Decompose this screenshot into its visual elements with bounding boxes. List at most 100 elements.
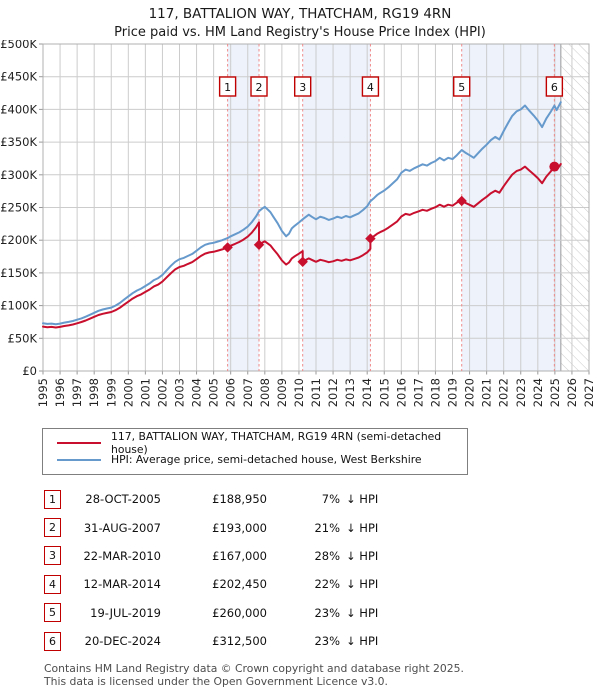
property-line-swatch bbox=[57, 441, 101, 444]
x-tick-label: 2011 bbox=[309, 378, 323, 407]
transaction-hpi-percent: 22% bbox=[314, 577, 340, 592]
transaction-number-badge: 6 bbox=[44, 631, 61, 651]
transaction-hpi-direction: ↓ HPI bbox=[346, 492, 379, 507]
y-tick-label: £300K bbox=[0, 168, 37, 182]
sale-flag-box-3 bbox=[293, 76, 312, 97]
legend-entry-hpi: HPI: Average price, semi-detached house,… bbox=[51, 451, 459, 468]
x-tick-label: 2000 bbox=[121, 378, 135, 407]
x-tick-label: 2023 bbox=[514, 378, 528, 407]
x-tick-label: 2019 bbox=[446, 378, 460, 407]
sale-point-2 bbox=[253, 239, 265, 250]
sale-flag-box-5 bbox=[453, 76, 471, 97]
transaction-row-4: 4 12-MAR-2014 £202,450 22% ↓ HPI bbox=[44, 570, 600, 598]
transaction-hpi-percent: 7% bbox=[321, 492, 340, 507]
x-tick-label: 2002 bbox=[155, 378, 169, 407]
sale-flag-number-1: 1 bbox=[224, 81, 231, 94]
x-tick-label: 2018 bbox=[428, 378, 442, 407]
transaction-date: 12-MAR-2014 bbox=[83, 577, 161, 592]
y-tick-label: £450K bbox=[0, 70, 37, 84]
y-tick-label: £0 bbox=[22, 364, 37, 378]
x-tick-label: 1996 bbox=[53, 378, 67, 407]
transaction-hpi-direction: ↓ HPI bbox=[346, 605, 379, 620]
license-line-2: This data is licensed under the Open Gov… bbox=[44, 675, 388, 689]
transaction-hpi-direction: ↓ HPI bbox=[346, 548, 379, 563]
transaction-hpi-percent: 23% bbox=[314, 605, 340, 620]
sale-flag-box-2 bbox=[250, 76, 268, 97]
transaction-date: 22-MAR-2010 bbox=[83, 548, 161, 563]
sale-point-6 bbox=[549, 161, 560, 172]
transaction-date: 28-OCT-2005 bbox=[85, 492, 161, 507]
x-tick-label: 2009 bbox=[275, 378, 289, 407]
x-tick-label: 2016 bbox=[394, 378, 408, 407]
price-history-chart: 1995 1996 1997 1998 1999 2000 2001 2002 2003 2004… bbox=[0, 40, 600, 422]
transaction-hpi-direction: ↓ HPI bbox=[346, 520, 379, 535]
x-tick-label: 2026 bbox=[565, 378, 579, 407]
y-tick-label: £500K bbox=[0, 40, 37, 51]
transaction-row-1: 1 28-OCT-2005 £188,950 7% ↓ HPI bbox=[44, 485, 600, 513]
transaction-number-badge: 4 bbox=[44, 574, 61, 594]
x-tick-label: 2005 bbox=[207, 378, 221, 407]
x-tick-label: 2001 bbox=[138, 378, 152, 407]
y-tick-label: £350K bbox=[0, 135, 37, 149]
x-tick-label: 2021 bbox=[480, 378, 494, 407]
sale-point-3 bbox=[297, 256, 308, 267]
hpi-line bbox=[42, 101, 562, 326]
chart-legend: 117, BATTALION WAY, THATCHAM, RG19 4RN (… bbox=[42, 428, 468, 475]
transaction-date: 20-DEC-2024 bbox=[84, 634, 161, 649]
page-subtitle: Price paid vs. HM Land Registry's House … bbox=[114, 25, 486, 40]
transaction-number-badge: 3 bbox=[44, 546, 61, 566]
x-tick-label: 2014 bbox=[360, 378, 374, 407]
license-note: Contains HM Land Registry data © Crown c… bbox=[44, 663, 600, 688]
x-tick-label: 2004 bbox=[190, 378, 204, 407]
transaction-hpi-percent: 28% bbox=[314, 548, 340, 563]
x-tick-label: 2025 bbox=[548, 378, 562, 407]
sale-flag-box-1 bbox=[218, 76, 237, 97]
license-line-1: Contains HM Land Registry data © Crown c… bbox=[44, 662, 464, 676]
x-tick-label: 2008 bbox=[258, 378, 272, 407]
sale-flag-number-6: 6 bbox=[551, 81, 558, 94]
transaction-price: £260,000 bbox=[212, 605, 267, 620]
x-tick-label: 2022 bbox=[497, 378, 511, 407]
transaction-price: £202,450 bbox=[212, 577, 267, 592]
x-tick-label: 1997 bbox=[70, 378, 84, 407]
x-tick-label: 1998 bbox=[87, 378, 101, 407]
x-tick-label: 2010 bbox=[292, 378, 306, 407]
transaction-hpi-direction: ↓ HPI bbox=[346, 577, 379, 592]
hpi-line-swatch bbox=[57, 458, 101, 461]
transaction-date: 19-JUL-2019 bbox=[90, 605, 161, 620]
x-tick-label: 2006 bbox=[224, 378, 238, 407]
transaction-price: £193,000 bbox=[212, 520, 267, 535]
x-tick-label: 2013 bbox=[343, 378, 357, 407]
transaction-price: £167,000 bbox=[212, 548, 267, 563]
x-tick-label: 2003 bbox=[173, 378, 187, 407]
transaction-hpi-percent: 21% bbox=[314, 520, 340, 535]
sale-flag-number-3: 3 bbox=[299, 81, 306, 94]
y-tick-label: £250K bbox=[0, 201, 37, 215]
legend-entry-property: 117, BATTALION WAY, THATCHAM, RG19 4RN (… bbox=[51, 430, 459, 456]
y-tick-label: £50K bbox=[8, 331, 38, 345]
transaction-hpi-direction: ↓ HPI bbox=[346, 634, 379, 649]
sale-flag-number-4: 4 bbox=[367, 81, 374, 94]
transaction-number-badge: 2 bbox=[44, 518, 61, 538]
sale-point-5 bbox=[456, 195, 467, 207]
y-tick-label: £100K bbox=[0, 299, 37, 313]
transaction-number-badge: 1 bbox=[44, 489, 61, 509]
plot-border bbox=[42, 43, 590, 372]
sale-flag-number-2: 2 bbox=[256, 81, 263, 94]
x-tick-label: 2020 bbox=[463, 378, 477, 407]
transaction-date: 31-AUG-2007 bbox=[83, 520, 161, 535]
x-tick-label: 2015 bbox=[377, 378, 391, 407]
transactions-table: 1 28-OCT-2005 £188,950 7% ↓ HPI 2 31-AUG-2007 £… bbox=[44, 485, 600, 655]
x-tick-label: 2027 bbox=[582, 378, 596, 407]
sale-flag-box-4 bbox=[361, 76, 380, 97]
legend-label-property: 117, BATTALION WAY, THATCHAM, RG19 4RN (… bbox=[111, 429, 442, 456]
transaction-price: £188,950 bbox=[212, 492, 267, 507]
transaction-hpi-percent: 23% bbox=[314, 634, 340, 649]
x-tick-label: 2012 bbox=[326, 378, 340, 407]
page-title: 117, BATTALION WAY, THATCHAM, RG19 4RN bbox=[148, 6, 452, 22]
x-tick-label: 1995 bbox=[36, 378, 50, 407]
transaction-row-5: 5 19-JUL-2019 £260,000 23% ↓ HPI bbox=[44, 599, 600, 627]
y-tick-label: £200K bbox=[0, 233, 37, 247]
legend-label-hpi: HPI: Average price, semi-detached house,… bbox=[111, 453, 422, 466]
transaction-row-6: 6 20-DEC-2024 £312,500 23% ↓ HPI bbox=[44, 627, 600, 655]
